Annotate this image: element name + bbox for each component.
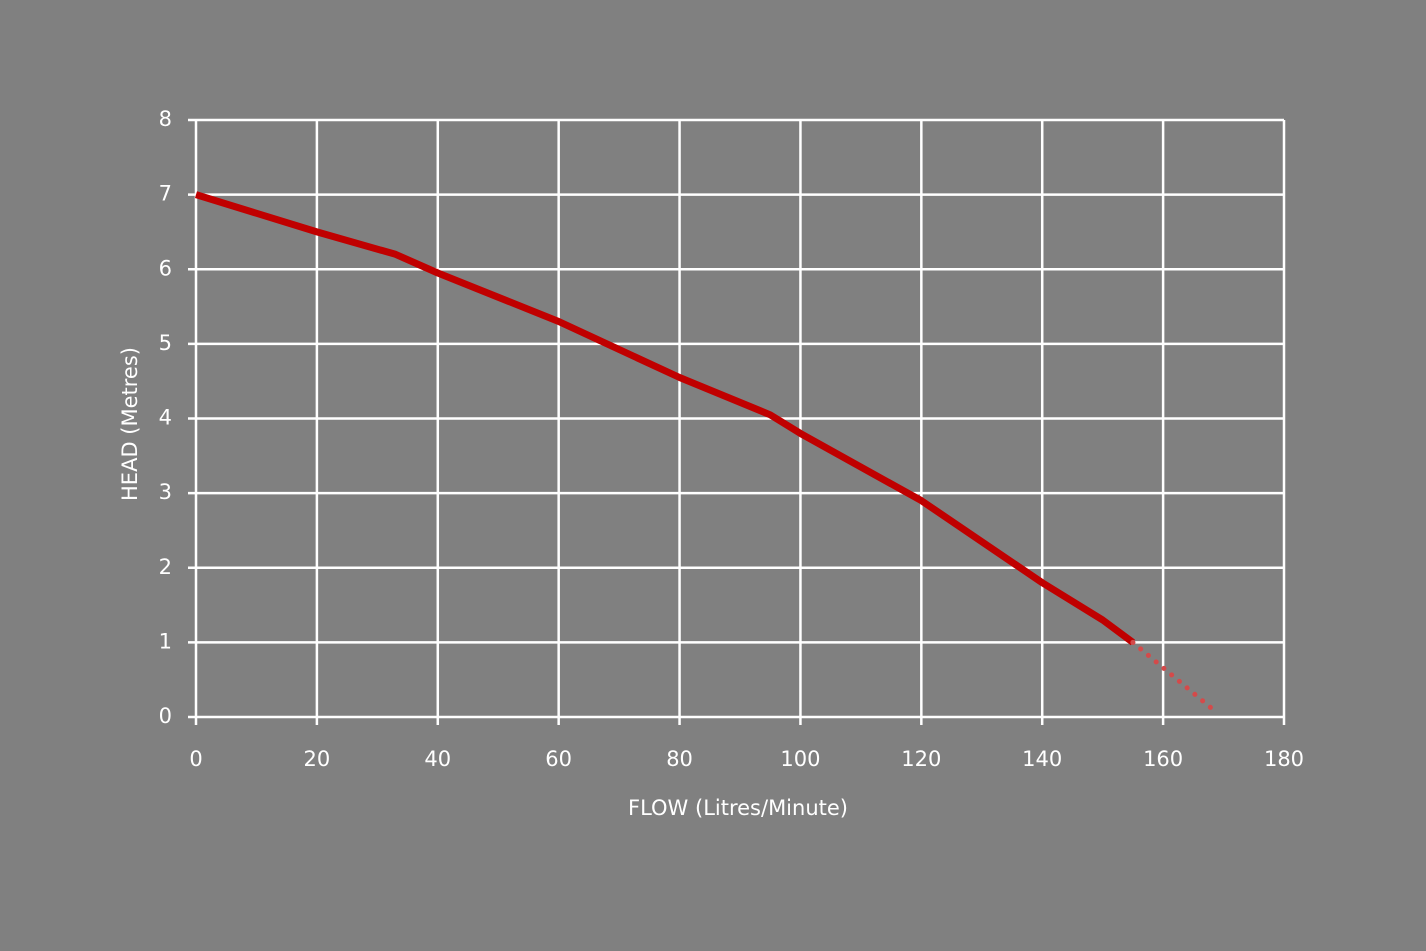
x-tick-label: 140 (1022, 747, 1062, 771)
x-tick-label: 160 (1143, 747, 1183, 771)
y-tick-label: 2 (159, 555, 172, 579)
y-tick-label: 3 (159, 480, 172, 504)
y-axis-label: HEAD (Metres) (118, 347, 142, 501)
x-tick-label: 120 (901, 747, 941, 771)
data-line (1130, 639, 1220, 716)
x-tick-label: 20 (304, 747, 331, 771)
data-line (194, 191, 1135, 646)
y-tick-label: 6 (159, 256, 172, 280)
y-tick-label: 7 (159, 182, 172, 206)
y-tick-label: 4 (159, 406, 172, 430)
x-tick-label: 180 (1264, 747, 1304, 771)
y-tick-label: 5 (159, 331, 172, 355)
y-tick-label: 8 (159, 107, 172, 131)
x-tick-label: 40 (424, 747, 451, 771)
x-tick-label: 80 (666, 747, 693, 771)
y-tick-label: 0 (159, 704, 172, 728)
x-axis-label: FLOW (Litres/Minute) (628, 796, 848, 820)
x-tick-label: 60 (545, 747, 572, 771)
x-tick-label: 100 (780, 747, 820, 771)
y-tick-label: 1 (159, 629, 172, 653)
x-tick-label: 0 (189, 747, 202, 771)
